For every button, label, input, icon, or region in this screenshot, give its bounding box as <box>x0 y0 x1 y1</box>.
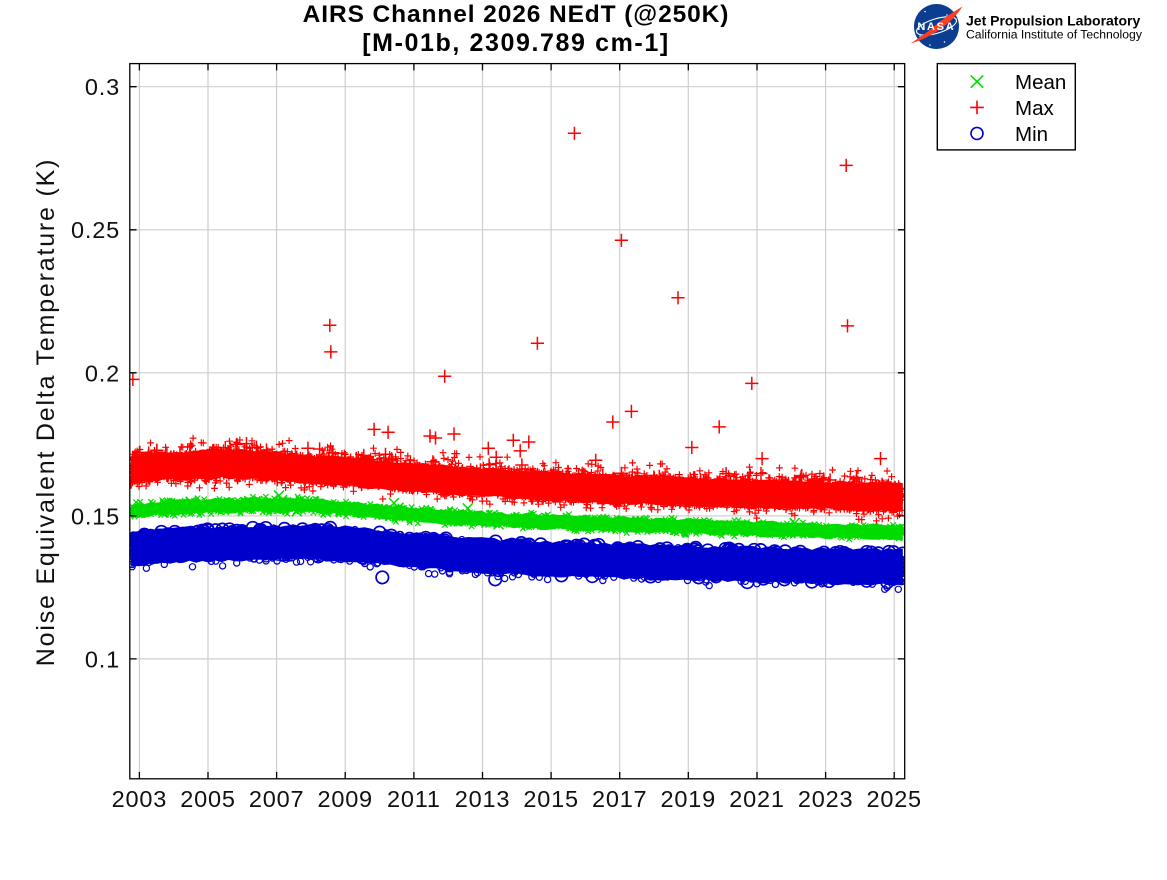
svg-text:Min: Min <box>1015 123 1048 146</box>
svg-text:Jet Propulsion Laboratory: Jet Propulsion Laboratory <box>966 13 1140 29</box>
svg-text:0.3: 0.3 <box>85 74 120 100</box>
svg-text:2025: 2025 <box>866 786 921 812</box>
svg-text:NASA: NASA <box>917 21 955 33</box>
svg-text:2015: 2015 <box>523 786 578 812</box>
svg-text:AIRS Channel 2026 NEdT (@250K): AIRS Channel 2026 NEdT (@250K) <box>303 1 730 28</box>
svg-text:California Institute of Techno: California Institute of Technology <box>966 27 1143 41</box>
svg-text:2017: 2017 <box>592 786 647 812</box>
svg-text:2009: 2009 <box>317 786 372 812</box>
svg-text:2011: 2011 <box>387 786 441 812</box>
svg-text:[M-01b, 2309.789 cm-1]: [M-01b, 2309.789 cm-1] <box>362 29 670 57</box>
svg-text:2021: 2021 <box>729 786 784 812</box>
svg-text:0.2: 0.2 <box>85 360 120 386</box>
svg-text:0.15: 0.15 <box>71 503 120 529</box>
svg-text:2003: 2003 <box>112 786 167 812</box>
svg-text:Mean: Mean <box>1015 71 1066 94</box>
svg-text:2019: 2019 <box>661 786 716 812</box>
svg-text:2013: 2013 <box>455 786 510 812</box>
svg-text:Noise Equivalent Delta Tempera: Noise Equivalent Delta Temperature (K) <box>32 158 60 666</box>
svg-text:Max: Max <box>1015 97 1054 120</box>
svg-text:2007: 2007 <box>249 786 304 812</box>
svg-text:0.1: 0.1 <box>85 646 120 672</box>
svg-text:2005: 2005 <box>180 786 235 812</box>
svg-text:2023: 2023 <box>798 786 853 812</box>
svg-text:0.25: 0.25 <box>71 217 120 243</box>
